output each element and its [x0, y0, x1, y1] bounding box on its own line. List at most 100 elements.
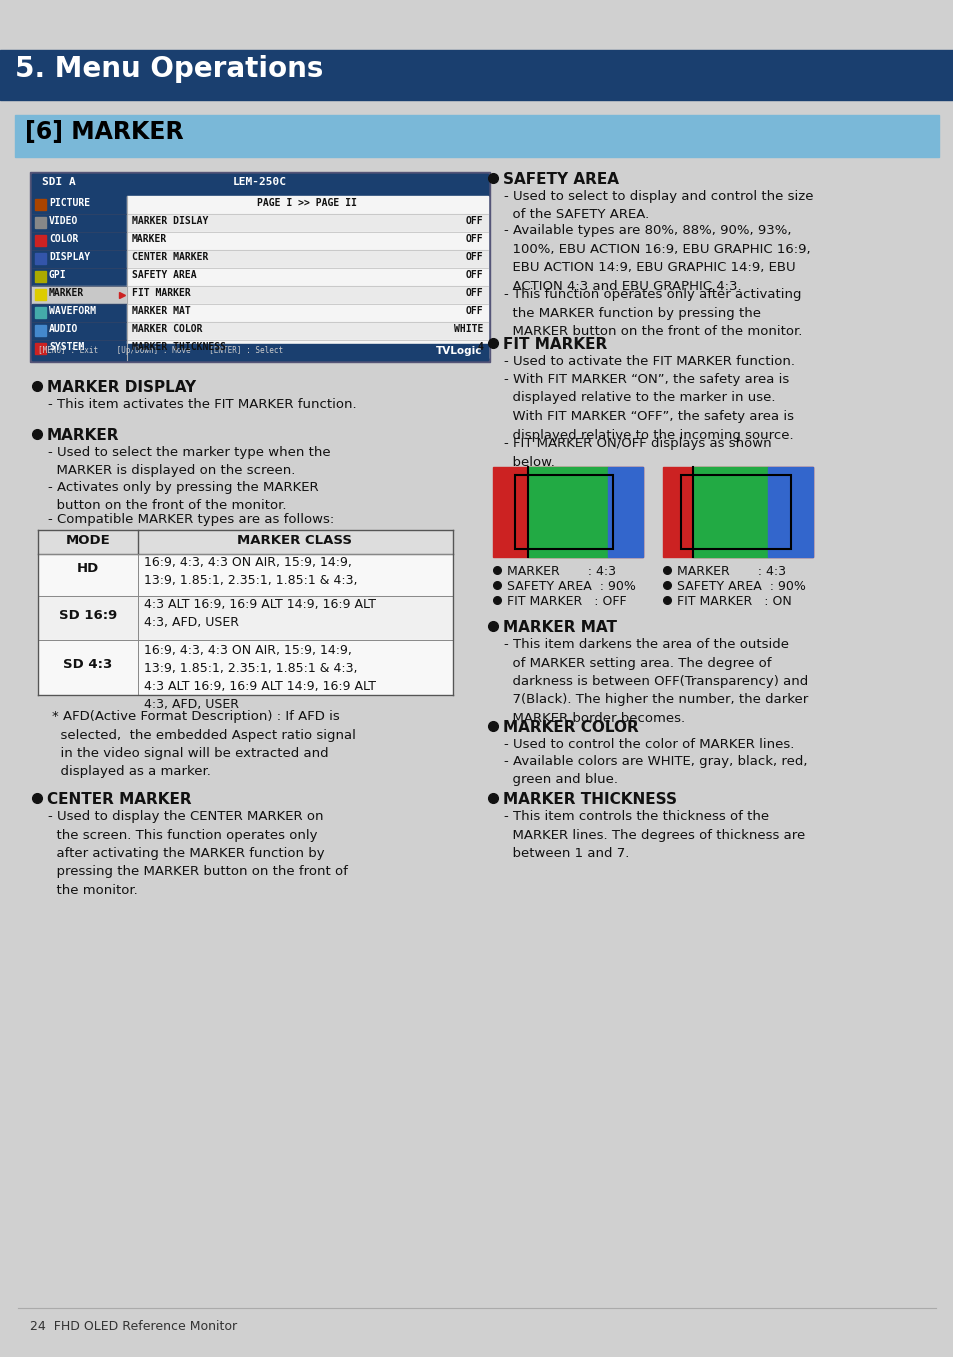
Text: - This item controls the thickness of the
  MARKER lines. The degrees of thickne: - This item controls the thickness of th…	[503, 810, 804, 860]
Text: - This function operates only after activating
  the MARKER function by pressing: - This function operates only after acti…	[503, 288, 801, 338]
Text: DISPLAY: DISPLAY	[49, 252, 90, 262]
Text: - Used to select to display and control the size
  of the SAFETY AREA.: - Used to select to display and control …	[503, 190, 813, 221]
Text: OFF: OFF	[465, 252, 482, 262]
Text: FIT MARKER: FIT MARKER	[502, 337, 607, 351]
Bar	[35, 343, 46, 354]
Text: SDI A: SDI A	[42, 176, 75, 187]
Bar	[127, 304, 488, 322]
Text: SD 4:3: SD 4:3	[63, 658, 112, 670]
Text: MARKER MAT: MARKER MAT	[132, 305, 191, 316]
Text: - This item activates the FIT MARKER function.: - This item activates the FIT MARKER fun…	[48, 398, 356, 411]
Text: OFF: OFF	[465, 305, 482, 316]
Text: [MENU] : Exit    [Up/Down] : Move    [ENTER] : Select: [MENU] : Exit [Up/Down] : Move [ENTER] :…	[38, 346, 283, 356]
Bar	[767, 467, 812, 556]
Bar	[38, 554, 453, 596]
Text: 16:9, 4:3, 4:3 ON AIR, 15:9, 14:9,
13:9, 1.85:1, 2.35:1, 1.85:1 & 4:3,
4:3 ALT 1: 16:9, 4:3, 4:3 ON AIR, 15:9, 14:9, 13:9,…	[144, 645, 375, 711]
Text: PICTURE: PICTURE	[49, 198, 90, 208]
Text: OFF: OFF	[465, 288, 482, 299]
Text: MARKER       : 4:3: MARKER : 4:3	[677, 565, 785, 578]
Bar	[32, 174, 488, 195]
Bar	[0, 0, 953, 50]
Text: - This item darkens the area of the outside
  of MARKER setting area. The degree: - This item darkens the area of the outs…	[503, 638, 807, 725]
Bar	[35, 199, 46, 210]
Bar	[32, 195, 127, 214]
Bar	[127, 232, 488, 250]
Text: MARKER DISLAY: MARKER DISLAY	[132, 216, 208, 227]
Bar	[30, 172, 490, 362]
Text: TVLogic: TVLogic	[435, 346, 481, 356]
Text: - Available types are 80%, 88%, 90%, 93%,
  100%, EBU ACTION 16:9, EBU GRAPHIC 1: - Available types are 80%, 88%, 90%, 93%…	[503, 224, 810, 293]
Bar	[607, 467, 642, 556]
Bar	[32, 304, 127, 322]
Text: SAFETY AREA  : 90%: SAFETY AREA : 90%	[677, 579, 805, 593]
Text: MARKER COLOR: MARKER COLOR	[502, 721, 639, 735]
Text: FIT MARKER   : ON: FIT MARKER : ON	[677, 594, 791, 608]
Bar	[127, 322, 488, 341]
Bar	[32, 341, 127, 358]
Bar	[35, 324, 46, 337]
Text: SYSTEM: SYSTEM	[49, 342, 84, 351]
Bar	[127, 286, 488, 304]
Bar	[35, 252, 46, 265]
Text: CENTER MARKER: CENTER MARKER	[132, 252, 208, 262]
Text: SD 16:9: SD 16:9	[59, 609, 117, 622]
Bar	[493, 467, 642, 556]
Bar	[127, 214, 488, 232]
Bar	[32, 345, 488, 360]
Text: MARKER: MARKER	[132, 233, 167, 244]
Text: CENTER MARKER: CENTER MARKER	[47, 792, 192, 807]
Bar	[127, 267, 488, 286]
Bar	[32, 267, 127, 286]
Bar	[35, 289, 46, 300]
Text: 4: 4	[476, 342, 482, 351]
Text: WHITE: WHITE	[453, 324, 482, 334]
Bar	[680, 475, 790, 550]
Text: FIT MARKER: FIT MARKER	[132, 288, 191, 299]
Text: 16:9, 4:3, 4:3 ON AIR, 15:9, 14:9,
13:9, 1.85:1, 2.35:1, 1.85:1 & 4:3,: 16:9, 4:3, 4:3 ON AIR, 15:9, 14:9, 13:9,…	[144, 556, 357, 588]
Text: 5. Menu Operations: 5. Menu Operations	[15, 56, 323, 83]
Text: 4:3 ALT 16:9, 16:9 ALT 14:9, 16:9 ALT
4:3, AFD, USER: 4:3 ALT 16:9, 16:9 ALT 14:9, 16:9 ALT 4:…	[144, 598, 375, 630]
Text: MARKER COLOR: MARKER COLOR	[132, 324, 202, 334]
Text: - FIT MARKER ON/OFF displays as shown
  below.: - FIT MARKER ON/OFF displays as shown be…	[503, 437, 771, 468]
Bar	[35, 307, 46, 318]
Bar	[662, 467, 812, 556]
Bar	[32, 322, 127, 341]
Text: HD: HD	[77, 562, 99, 575]
Bar	[32, 286, 127, 304]
Text: OFF: OFF	[465, 233, 482, 244]
Text: - Used to display the CENTER MARKER on
  the screen. This function operates only: - Used to display the CENTER MARKER on t…	[48, 810, 348, 897]
Text: SAFETY AREA: SAFETY AREA	[502, 172, 618, 187]
Bar	[515, 475, 613, 550]
Bar	[35, 235, 46, 246]
Text: AUDIO: AUDIO	[49, 324, 78, 334]
Text: MODE: MODE	[66, 535, 111, 547]
Text: - Used to activate the FIT MARKER function.: - Used to activate the FIT MARKER functi…	[503, 356, 794, 368]
Text: - Available colors are WHITE, gray, black, red,
  green and blue.: - Available colors are WHITE, gray, blac…	[503, 754, 806, 787]
Bar	[0, 50, 953, 100]
Text: [6] MARKER: [6] MARKER	[25, 119, 183, 144]
Bar	[32, 174, 488, 360]
Text: - Used to control the color of MARKER lines.: - Used to control the color of MARKER li…	[503, 738, 794, 750]
Text: VIDEO: VIDEO	[49, 216, 78, 227]
Bar	[127, 195, 488, 214]
Bar	[35, 217, 46, 228]
Bar	[32, 250, 127, 267]
Bar	[32, 214, 127, 232]
Bar	[127, 250, 488, 267]
Text: OFF: OFF	[465, 216, 482, 227]
Text: - With FIT MARKER “ON”, the safety area is
  displayed relative to the marker in: - With FIT MARKER “ON”, the safety area …	[503, 373, 793, 441]
Text: FIT MARKER   : OFF: FIT MARKER : OFF	[506, 594, 626, 608]
Text: LEM-250C: LEM-250C	[233, 176, 287, 187]
Text: COLOR: COLOR	[49, 233, 78, 244]
Text: PAGE I >> PAGE II: PAGE I >> PAGE II	[256, 198, 356, 208]
Text: GPI: GPI	[49, 270, 67, 280]
Text: MARKER THICKNESS: MARKER THICKNESS	[502, 792, 677, 807]
Bar	[127, 341, 488, 358]
Text: MARKER MAT: MARKER MAT	[502, 620, 617, 635]
Text: OFF: OFF	[465, 270, 482, 280]
Text: * AFD(Active Format Description) : If AFD is
  selected,  the embedded Aspect ra: * AFD(Active Format Description) : If AF…	[52, 710, 355, 779]
Bar	[35, 271, 46, 282]
Text: WAVEFORM: WAVEFORM	[49, 305, 96, 316]
Text: MARKER THICKNESS: MARKER THICKNESS	[132, 342, 226, 351]
Bar	[527, 467, 607, 556]
